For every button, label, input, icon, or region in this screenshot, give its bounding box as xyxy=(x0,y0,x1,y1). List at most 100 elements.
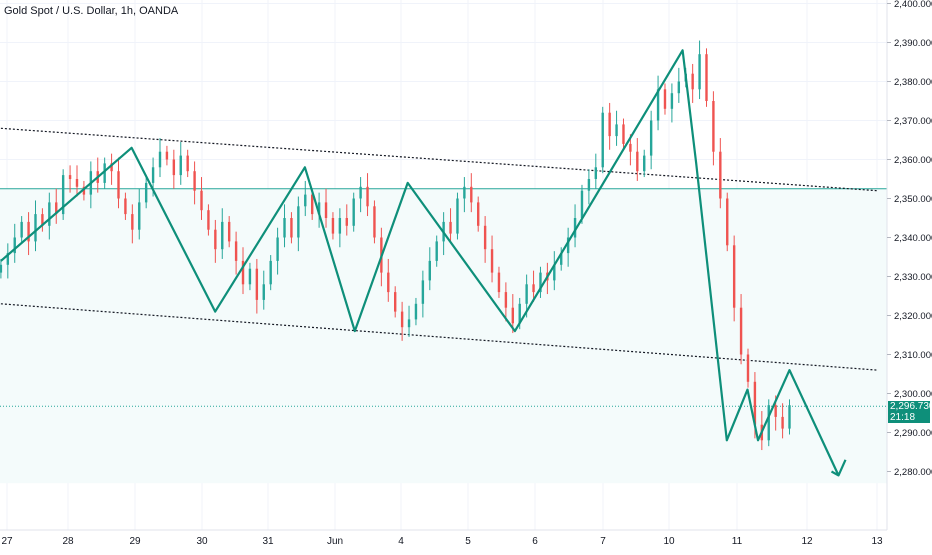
candle-body xyxy=(234,241,238,261)
candle-body xyxy=(601,112,604,168)
price-tick-label: 2,300.000 xyxy=(894,389,932,400)
candle-body xyxy=(269,260,272,285)
time-tick-label: Jun xyxy=(327,536,343,547)
candle-body xyxy=(788,405,791,429)
candle-body xyxy=(643,155,646,172)
candle-body xyxy=(227,221,231,242)
candle-body xyxy=(726,198,729,246)
candle-body xyxy=(470,186,473,203)
candle-body xyxy=(463,186,466,199)
candle-body xyxy=(373,206,376,238)
candle-body xyxy=(34,214,37,242)
candle-body xyxy=(511,307,514,324)
candle-body xyxy=(497,272,501,293)
candle-body xyxy=(573,218,577,238)
candle-body xyxy=(394,292,397,312)
channel-lines xyxy=(0,127,878,371)
candle-body xyxy=(186,155,189,172)
candle-body xyxy=(103,163,106,183)
candle-body xyxy=(532,284,535,293)
candle-body xyxy=(352,198,355,226)
horizontal-levels xyxy=(0,188,887,407)
candle-body xyxy=(144,182,148,203)
candle-body xyxy=(214,229,217,250)
candle-body xyxy=(753,381,757,425)
price-tick-label: 2,380.000 xyxy=(894,77,932,88)
time-tick-label: 7 xyxy=(600,536,606,547)
candle-body xyxy=(719,151,722,199)
candle-body xyxy=(61,175,65,215)
candle-body xyxy=(649,120,653,156)
candle-body xyxy=(739,307,743,355)
price-axis[interactable]: 2,280.000 2,290.000 2,300.000 2,310.000 2,32… xyxy=(887,0,932,478)
time-tick-label: 30 xyxy=(196,536,208,547)
time-tick-label: 31 xyxy=(262,536,274,547)
candle-body xyxy=(781,416,784,429)
price-tick-label: 2,400.000 xyxy=(894,0,932,10)
price-tick-label: 2,320.000 xyxy=(894,311,932,322)
candle-body xyxy=(359,186,362,199)
candle-body xyxy=(518,303,521,324)
candle-body xyxy=(297,206,300,238)
countdown-label: 21:18 xyxy=(890,412,916,423)
candle-body xyxy=(656,89,660,121)
candle-body xyxy=(82,186,86,195)
candle-body xyxy=(55,202,58,215)
candle-body xyxy=(117,171,120,199)
candle-body xyxy=(276,237,279,261)
candle-body xyxy=(477,202,480,226)
candle-body xyxy=(241,260,245,285)
candle-body xyxy=(207,210,210,230)
candle-body xyxy=(698,54,701,90)
candles xyxy=(0,40,791,451)
candle-body xyxy=(158,151,162,168)
candle-body xyxy=(705,54,708,101)
candle-body xyxy=(622,124,625,144)
candle-body xyxy=(165,151,169,160)
candle-body xyxy=(317,202,321,215)
candle-body xyxy=(131,214,134,230)
current-price-badge: 2,296.730 21:18 xyxy=(888,401,932,423)
candle-body xyxy=(248,268,252,285)
candle-body xyxy=(580,190,584,218)
candle-body xyxy=(587,179,591,191)
time-tick-label: 29 xyxy=(129,536,141,547)
candle-body xyxy=(615,124,618,137)
candle-body xyxy=(68,175,72,179)
price-tick-label: 2,340.000 xyxy=(894,233,932,244)
candle-body xyxy=(283,218,286,238)
candle-body xyxy=(138,202,141,230)
candle-body xyxy=(539,272,542,293)
time-tick-label: 13 xyxy=(871,536,883,547)
price-tick-label: 2,280.000 xyxy=(894,467,932,478)
candle-body xyxy=(691,73,694,90)
channel-line xyxy=(0,303,878,371)
candle-body xyxy=(560,253,563,265)
candle-body xyxy=(331,218,335,234)
price-tick-label: 2,360.000 xyxy=(894,155,932,166)
time-tick-label: 27 xyxy=(1,536,13,547)
candle-body xyxy=(172,159,176,176)
candle-body xyxy=(124,198,127,215)
price-tick-label: 2,290.000 xyxy=(894,428,932,439)
candle-body xyxy=(414,303,418,320)
candle-body xyxy=(262,284,265,300)
candle-body xyxy=(636,151,639,172)
candle-body xyxy=(435,241,438,261)
arrowhead xyxy=(830,459,847,477)
candle-body xyxy=(566,237,570,254)
price-tick-label: 2,350.000 xyxy=(894,194,932,205)
time-tick-label: 10 xyxy=(663,536,675,547)
price-tick-label: 2,370.000 xyxy=(894,116,932,127)
candle-body xyxy=(663,89,667,109)
candle-body xyxy=(324,202,328,218)
candle-body xyxy=(345,218,348,226)
candle-body xyxy=(449,221,452,234)
candle-body xyxy=(594,167,598,179)
candle-body xyxy=(774,405,777,417)
candle-body xyxy=(553,264,556,281)
time-axis[interactable]: 27 28 29 30 31 Jun 4 5 6 7 10 11 12 13 xyxy=(1,536,883,547)
candle-body xyxy=(677,81,681,94)
